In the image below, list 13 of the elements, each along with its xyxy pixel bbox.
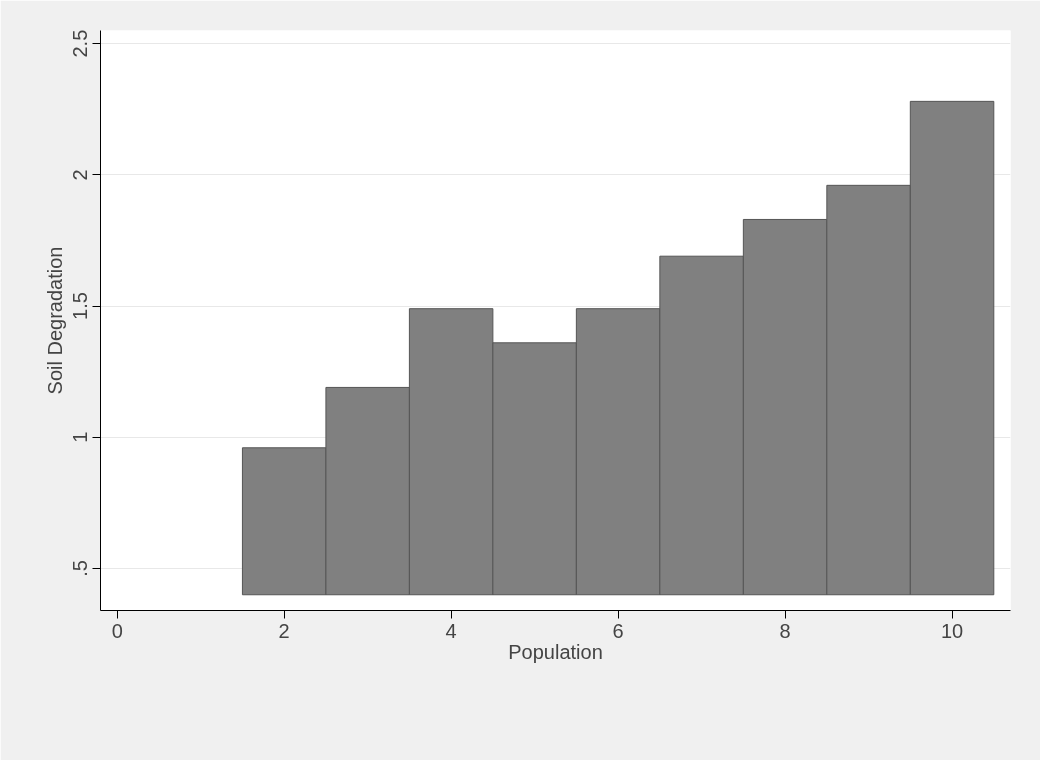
y-tick-label: .5 <box>69 560 92 577</box>
x-tick-label: 10 <box>940 619 964 642</box>
x-tick-label: 4 <box>445 619 457 642</box>
x-tick-label: 2 <box>278 619 290 642</box>
y-axis-title: Soil Degradation <box>43 246 66 395</box>
x-axis-title: Population <box>508 640 603 663</box>
y-tick-label: 2 <box>69 169 92 181</box>
x-tick-label: 6 <box>612 619 624 642</box>
y-tick-label: 1.5 <box>69 292 92 320</box>
x-tick-label: 8 <box>779 619 791 642</box>
y-tick-label: 2.5 <box>69 29 92 58</box>
y-tick-label: 1 <box>69 431 92 443</box>
x-tick-label: 0 <box>111 619 123 642</box>
